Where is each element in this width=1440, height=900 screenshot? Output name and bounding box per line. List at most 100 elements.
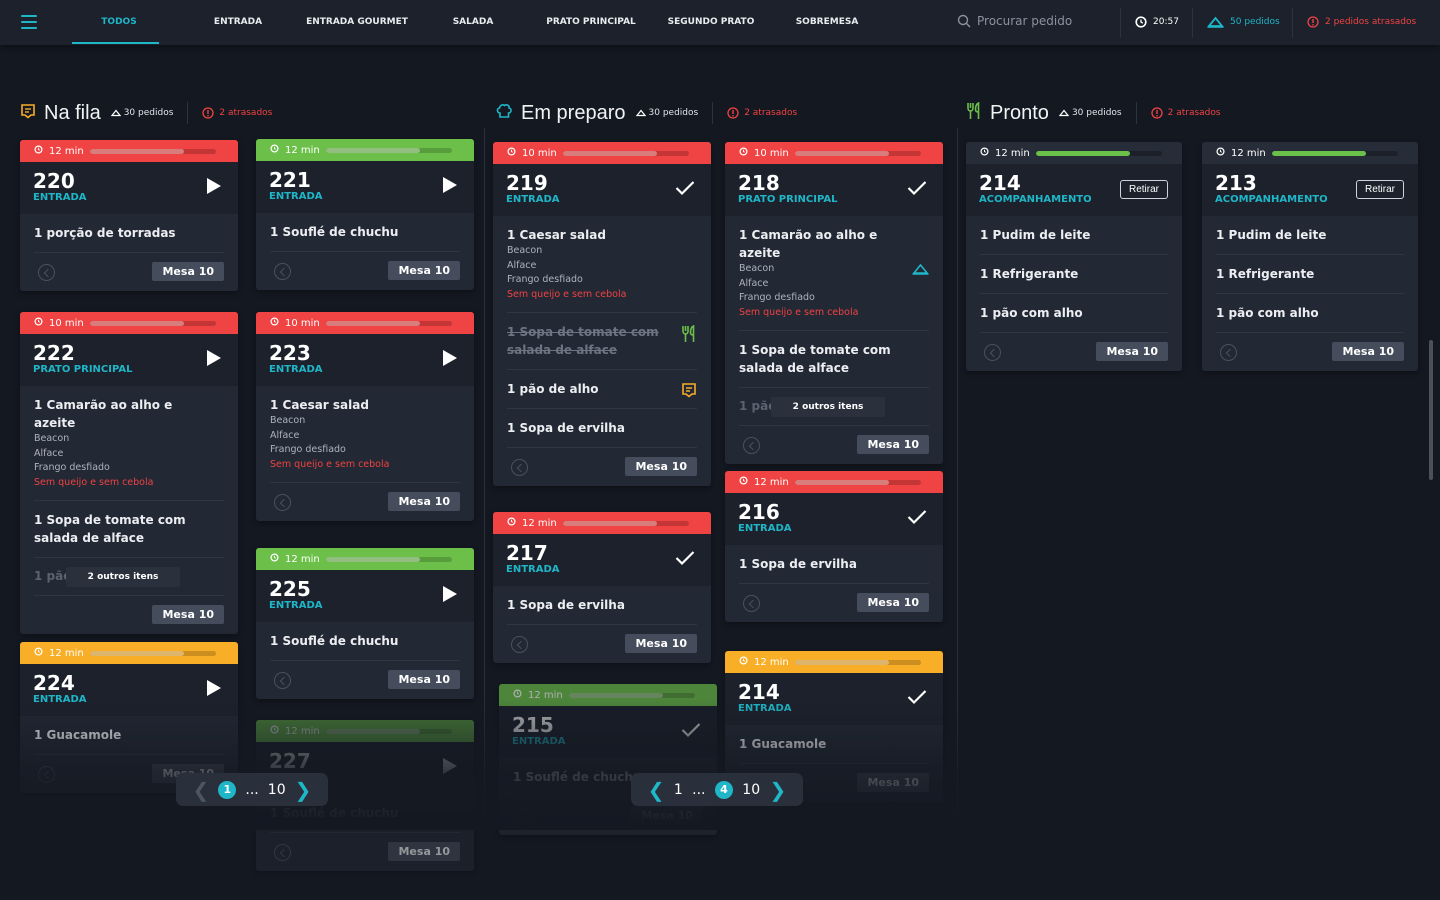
play-icon[interactable]: [206, 349, 222, 371]
order-item[interactable]: 1 Refrigerante: [1216, 255, 1404, 294]
page-1[interactable]: 1: [673, 781, 683, 798]
tab-entrada[interactable]: ENTRADA: [213, 17, 263, 27]
tab-segundo-prato[interactable]: SEGUNDO PRATO: [667, 17, 755, 27]
order-card[interactable]: 10 min 223 ENTRADA 1 Caesar salad Beacon A…: [256, 312, 474, 521]
divider: [712, 102, 714, 124]
column-late[interactable]: 2 atrasados: [1150, 107, 1221, 119]
order-item[interactable]: 1 Pudim de leite: [980, 216, 1168, 255]
order-card[interactable]: 12 min 213 ACOMPANHAMENTO Retirar 1 Pudim…: [1202, 142, 1418, 371]
timer-bar: 12 min: [725, 651, 943, 673]
order-card[interactable]: 12 min 216 ENTRADA 1 Sopa de ervilha Mes…: [725, 471, 943, 622]
chevron-right-icon[interactable]: ❯: [294, 777, 312, 802]
table-badge: Mesa 10: [1332, 342, 1404, 361]
clock-icon: [34, 647, 43, 659]
tab-entrada-gourmet[interactable]: ENTRADA GOURMET: [306, 17, 408, 27]
play-icon[interactable]: [442, 349, 458, 371]
back-icon[interactable]: [984, 344, 1001, 361]
back-icon[interactable]: [743, 437, 760, 454]
item-modifier: Alface: [739, 277, 769, 289]
chevron-left-icon[interactable]: ❮: [647, 777, 665, 802]
page-10[interactable]: 10: [742, 781, 761, 798]
play-icon[interactable]: [206, 679, 222, 701]
order-item[interactable]: 1 Pudim de leite: [1216, 216, 1404, 255]
play-icon[interactable]: [442, 176, 458, 198]
order-card[interactable]: 12 min 214 ACOMPANHAMENTO Retirar 1 Pudim…: [966, 142, 1182, 371]
page-4[interactable]: 4: [714, 780, 733, 799]
back-icon[interactable]: [511, 636, 528, 653]
page-1[interactable]: 1: [218, 780, 237, 799]
late-orders[interactable]: 2 pedidos atrasados: [1307, 16, 1416, 28]
back-icon[interactable]: [274, 844, 291, 861]
order-item[interactable]: 1 Guacamole: [34, 716, 224, 755]
progress-bar: [794, 150, 921, 156]
order-item[interactable]: 1 pão com alho: [1216, 294, 1404, 333]
tab-prato-principal[interactable]: PRATO PRINCIPAL: [546, 17, 636, 27]
item-name: 1 Refrigerante: [980, 267, 1079, 281]
order-item[interactable]: 1 pão com alho: [980, 294, 1168, 333]
retirar-button[interactable]: Retirar: [1355, 180, 1404, 199]
order-item[interactable]: 1 Sopa de tomate com salada de alface: [34, 501, 224, 558]
back-icon[interactable]: [274, 672, 291, 689]
more-items-pill[interactable]: 2 outros itens: [771, 397, 885, 417]
check-icon[interactable]: [681, 722, 701, 742]
order-item[interactable]: 1 Guacamole: [739, 725, 929, 764]
order-item[interactable]: 1 Sopa de ervilha: [507, 409, 697, 448]
order-item[interactable]: 1 Sopa de ervilha: [507, 586, 697, 625]
retirar-button[interactable]: Retirar: [1119, 180, 1168, 199]
back-icon[interactable]: [38, 264, 55, 281]
order-card[interactable]: 12 min 225 ENTRADA 1 Souflé de chuchu Me…: [256, 548, 474, 699]
order-item[interactable]: 1 Camarão ao alho e azeite Beacon Alface Fr…: [739, 216, 929, 331]
page-10[interactable]: 10: [267, 781, 286, 798]
play-icon[interactable]: [442, 585, 458, 607]
tab-sobremesa[interactable]: SOBREMESA: [795, 17, 859, 27]
order-item[interactable]: 1 Sopa de ervilha: [739, 545, 929, 584]
search-input[interactable]: Procurar pedido: [957, 14, 1072, 28]
order-item[interactable]: 1 Sopa de tomate com salada de alface: [507, 313, 697, 370]
order-card[interactable]: 12 min 215 ENTRADA 1 Souflé de chuchu Me…: [499, 684, 717, 835]
order-card[interactable]: 10 min 222 PRATO PRINCIPAL 1 Camarão ao …: [20, 312, 238, 634]
order-item[interactable]: 1 Souflé de chuchu: [270, 622, 460, 661]
back-icon[interactable]: [38, 766, 55, 783]
scrollbar[interactable]: [1429, 340, 1433, 480]
tab-salada[interactable]: SALADA: [452, 17, 494, 27]
column-late[interactable]: 2 atrasados: [727, 107, 797, 119]
order-item[interactable]: 1 pão de alho: [507, 370, 697, 409]
more-items-pill[interactable]: 2 outros itens: [66, 567, 180, 587]
back-icon[interactable]: [511, 459, 528, 476]
column-late[interactable]: 2 atrasados: [202, 107, 272, 119]
play-icon[interactable]: [206, 177, 222, 199]
order-card[interactable]: 12 min 221 ENTRADA 1 Souflé de chuchu Me…: [256, 139, 474, 290]
back-icon[interactable]: [517, 808, 534, 825]
order-item[interactable]: 1 Refrigerante: [980, 255, 1168, 294]
check-icon[interactable]: [675, 180, 695, 200]
menu-icon[interactable]: [21, 15, 37, 29]
order-card[interactable]: 12 min 220 ENTRADA 1 porção de torradas …: [20, 140, 238, 291]
back-icon[interactable]: [274, 263, 291, 280]
check-icon[interactable]: [675, 550, 695, 570]
back-icon[interactable]: [743, 595, 760, 612]
back-icon[interactable]: [1220, 344, 1237, 361]
orders-count[interactable]: 50 pedidos: [1207, 16, 1280, 28]
tab-todos[interactable]: TODOS: [101, 17, 137, 27]
play-icon[interactable]: [442, 757, 458, 779]
chevron-left-icon[interactable]: ❮: [192, 777, 210, 802]
order-card[interactable]: 10 min 219 ENTRADA 1 Caesar salad Beacon A…: [493, 142, 711, 486]
more-items[interactable]: 1 pão 2 outros itens: [34, 558, 224, 596]
order-item[interactable]: 1 Souflé de chuchu: [270, 213, 460, 252]
check-icon[interactable]: [907, 689, 927, 709]
order-item[interactable]: 1 Caesar salad Beacon Alface Frango desfiad…: [507, 216, 697, 313]
chevron-right-icon[interactable]: ❯: [769, 777, 787, 802]
order-card[interactable]: 10 min 218 PRATO PRINCIPAL 1 Camarão ao …: [725, 142, 943, 464]
order-item[interactable]: 1 Sopa de tomate com salada de alface: [739, 331, 929, 388]
column-title: Pronto: [990, 101, 1049, 124]
order-card[interactable]: 12 min 224 ENTRADA 1 Guacamole Mesa 10: [20, 642, 238, 793]
back-icon[interactable]: [274, 494, 291, 511]
order-item[interactable]: 1 porção de torradas: [34, 214, 224, 253]
check-icon[interactable]: [907, 509, 927, 529]
order-card[interactable]: 12 min 217 ENTRADA 1 Sopa de ervilha Mes…: [493, 512, 711, 663]
order-item[interactable]: 1 Caesar salad Beacon Alface Frango desfiad…: [270, 386, 460, 483]
check-icon[interactable]: [907, 180, 927, 200]
order-item[interactable]: 1 Camarão ao alho e azeite Beacon Alface Fr…: [34, 386, 224, 501]
more-items[interactable]: 1 pão 2 outros itens: [739, 388, 929, 426]
timer-bar: 12 min: [256, 720, 474, 742]
